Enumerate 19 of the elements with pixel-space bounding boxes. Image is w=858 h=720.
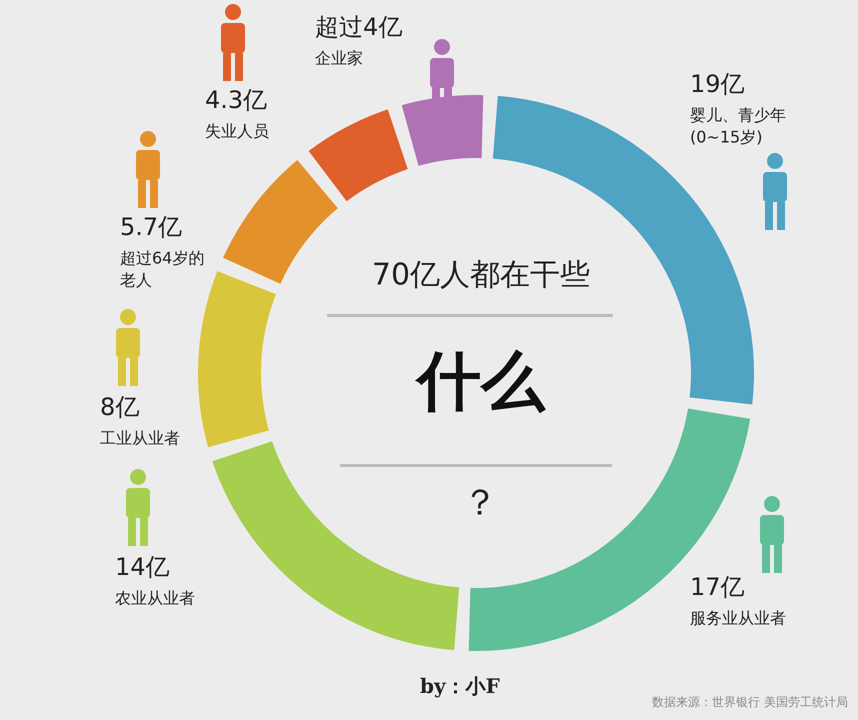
data-label: 19亿 (690, 70, 745, 98)
slice-label: 失业人员 (205, 122, 269, 140)
slice-label: 超过64岁的老人 (120, 248, 204, 290)
source-note: 数据来源：世界银行 美国劳工统计局 (652, 695, 848, 709)
slice-label: 企业家 (315, 48, 363, 68)
slice-label: 工业从业者 (100, 428, 180, 448)
data-label: 5.7亿 (120, 213, 182, 241)
slice-label: 服务业从业者 (690, 608, 786, 628)
text: 什么 (414, 345, 546, 419)
data-label: 超过4亿 (315, 13, 402, 41)
text: by：小F (420, 674, 500, 698)
slice-label: 婴儿、青少年(0~15岁) (690, 106, 786, 146)
data-label: 8亿 (100, 393, 140, 421)
text: 70亿人都在干些 (372, 258, 590, 292)
data-label: 14亿 (115, 553, 170, 581)
data-label: 17亿 (690, 573, 745, 601)
text: ？ (462, 482, 498, 524)
slice-label: 农业从业者 (115, 588, 195, 608)
data-label: 4.3亿 (205, 86, 268, 114)
